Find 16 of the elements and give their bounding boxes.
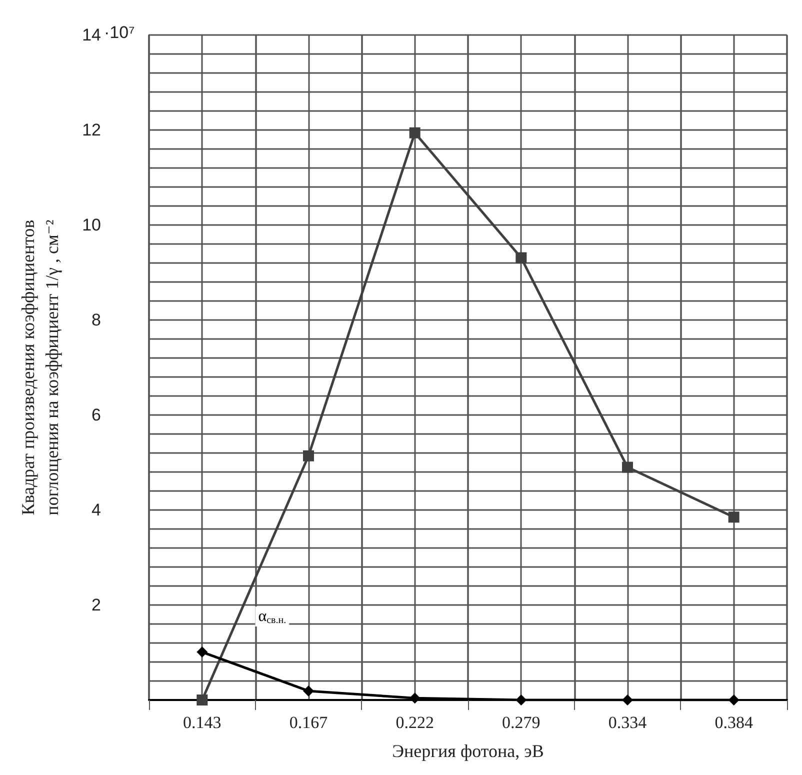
y-tick-label: 2	[92, 596, 101, 614]
text: ·10⁷	[104, 23, 135, 42]
x-tick-label: 0.143	[183, 713, 222, 732]
y-tick-label: 14	[82, 26, 101, 44]
x-tick-label: 0.384	[714, 713, 754, 732]
x-tick-label: 0.167	[289, 713, 328, 732]
y-tick-label: 6	[92, 406, 101, 424]
x-tick-label: 0.279	[502, 713, 540, 732]
y-tick-label: 12	[82, 120, 101, 140]
x-tick-label: 0.222	[396, 713, 434, 732]
y-tick-label: 4	[92, 500, 101, 520]
y-axis-title: Квадрат произведения коэффициентов поглощения на коэффициент 1/γ , см⁻²	[18, 220, 62, 516]
y-tick-label: 8	[92, 310, 101, 330]
x-tick-label: 0.334	[608, 713, 648, 732]
x-axis-title: Энергия фотона, эВ	[392, 741, 544, 761]
y-tick-label: 10	[82, 216, 101, 234]
